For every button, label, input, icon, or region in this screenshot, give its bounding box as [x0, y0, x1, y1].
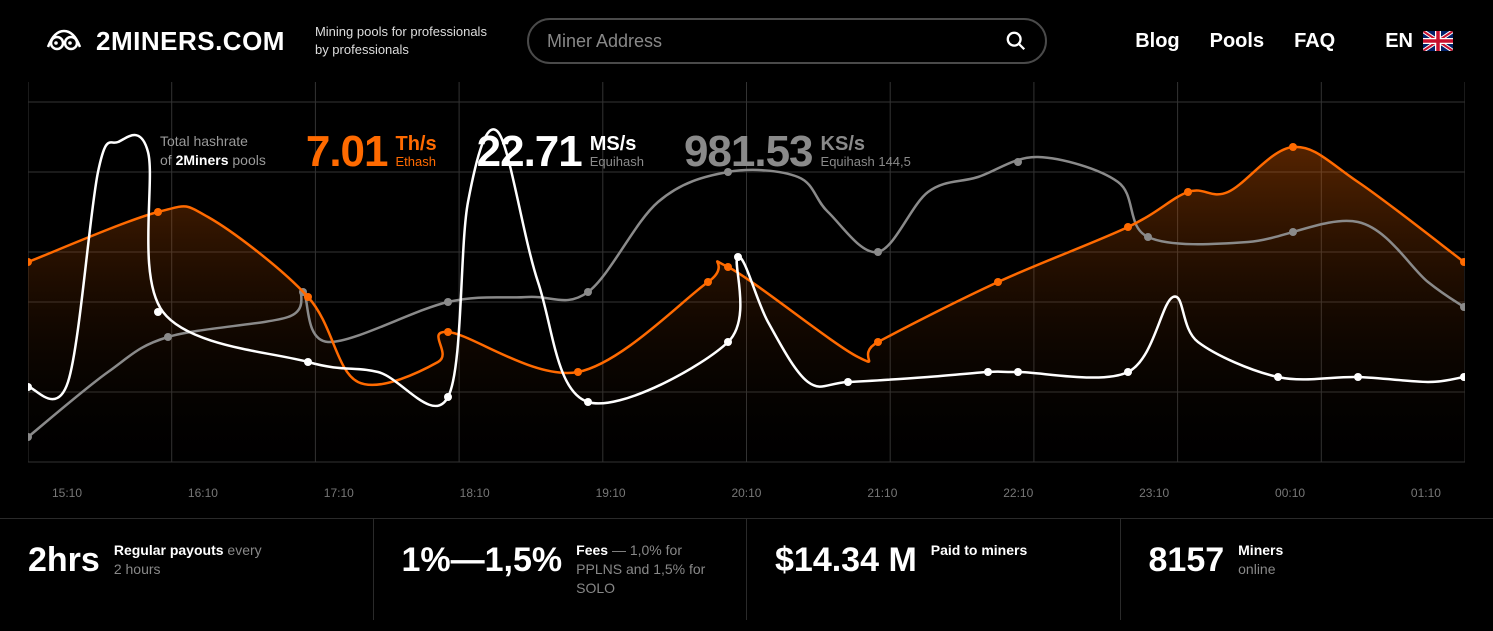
hashrate-chart: Total hashrate of 2Miners pools 7.01 Th/… [0, 82, 1493, 500]
card-miners-rest2: online [1238, 561, 1275, 577]
card-fees-rest2: PPLNS and 1,5% for [576, 561, 705, 577]
nav-faq[interactable]: FAQ [1294, 30, 1335, 53]
chart-title-mid-post: pools [229, 152, 266, 168]
stat-equihash1445-sub: Equihash 144,5 [821, 155, 911, 169]
stat-ethash-value: 7.01 [306, 132, 388, 172]
card-payouts-text: Regular payouts every 2 hours [114, 541, 262, 579]
card-payouts-rest1: every [224, 542, 262, 558]
card-miners-text: Miners online [1238, 541, 1283, 579]
stat-equihash: 22.71 MS/s Equihash [477, 132, 644, 172]
stat-ethash-sub: Ethash [396, 155, 437, 169]
chart-title-mid-pre: of [160, 152, 176, 168]
chart-header: Total hashrate of 2Miners pools 7.01 Th/… [160, 132, 911, 172]
chart-title-pre: Total hashrate [160, 133, 248, 149]
tagline-line-2: by professionals [315, 41, 487, 59]
card-payouts-rest2: 2 hours [114, 561, 161, 577]
x-tick: 16:10 [188, 486, 218, 500]
search-icon[interactable] [1005, 30, 1027, 52]
card-fees-rest1: — 1,0% for [608, 542, 682, 558]
language-selector[interactable]: EN [1385, 30, 1453, 53]
nav-blog[interactable]: Blog [1135, 30, 1179, 53]
stats-row: 2hrs Regular payouts every 2 hours 1%—1,… [0, 518, 1493, 620]
card-miners-value: 8157 [1149, 541, 1225, 580]
card-payouts-value: 2hrs [28, 541, 100, 580]
card-fees-value: 1%—1,5% [402, 541, 563, 580]
x-tick: 22:10 [1003, 486, 1033, 500]
x-tick: 20:10 [731, 486, 761, 500]
stat-equihash-unit: MS/s [590, 134, 644, 155]
x-tick: 21:10 [867, 486, 897, 500]
x-tick: 01:10 [1411, 486, 1441, 500]
card-miners: 8157 Miners online [1121, 519, 1493, 620]
logo-text: 2MINERS.COM [96, 26, 285, 57]
card-fees-rest3: SOLO [576, 580, 615, 596]
nav: Blog Pools FAQ EN [1135, 30, 1453, 53]
chart-title: Total hashrate of 2Miners pools [160, 132, 266, 170]
card-paid-value: $14.34 M [775, 541, 917, 580]
logo-icon [42, 27, 86, 55]
x-tick: 00:10 [1275, 486, 1305, 500]
stat-ethash-unit: Th/s [396, 134, 437, 155]
tagline: Mining pools for professionals by profes… [315, 23, 487, 58]
x-tick: 17:10 [324, 486, 354, 500]
stat-equihash1445-unit: KS/s [821, 134, 911, 155]
flag-uk-icon [1423, 31, 1453, 51]
stat-ethash: 7.01 Th/s Ethash [306, 132, 437, 172]
language-label: EN [1385, 30, 1413, 53]
x-tick: 15:10 [52, 486, 82, 500]
card-paid: $14.34 M Paid to miners [747, 519, 1121, 620]
x-tick: 19:10 [596, 486, 626, 500]
x-tick: 23:10 [1139, 486, 1169, 500]
header: 2MINERS.COM Mining pools for professiona… [0, 0, 1493, 82]
stat-equihash1445-value: 981.53 [684, 132, 813, 172]
logo[interactable]: 2MINERS.COM [42, 26, 285, 57]
card-fees-bold: Fees [576, 542, 608, 558]
card-paid-text: Paid to miners [931, 541, 1027, 560]
card-miners-bold: Miners [1238, 542, 1283, 558]
card-fees: 1%—1,5% Fees — 1,0% for PPLNS and 1,5% f… [374, 519, 748, 620]
card-fees-text: Fees — 1,0% for PPLNS and 1,5% for SOLO [576, 541, 705, 598]
search-box[interactable] [527, 18, 1047, 64]
card-payouts-bold: Regular payouts [114, 542, 224, 558]
chart-title-bold: 2Miners [176, 152, 229, 168]
card-paid-bold: Paid to miners [931, 542, 1027, 558]
card-payouts: 2hrs Regular payouts every 2 hours [0, 519, 374, 620]
search-input[interactable] [547, 31, 993, 52]
tagline-line-1: Mining pools for professionals [315, 23, 487, 41]
stat-equihash-sub: Equihash [590, 155, 644, 169]
nav-pools[interactable]: Pools [1210, 30, 1264, 53]
stat-equihash-value: 22.71 [477, 132, 582, 172]
stat-equihash1445: 981.53 KS/s Equihash 144,5 [684, 132, 911, 172]
x-tick: 18:10 [460, 486, 490, 500]
x-axis-ticks: 15:10 16:10 17:10 18:10 19:10 20:10 21:10 22:10… [28, 482, 1465, 500]
